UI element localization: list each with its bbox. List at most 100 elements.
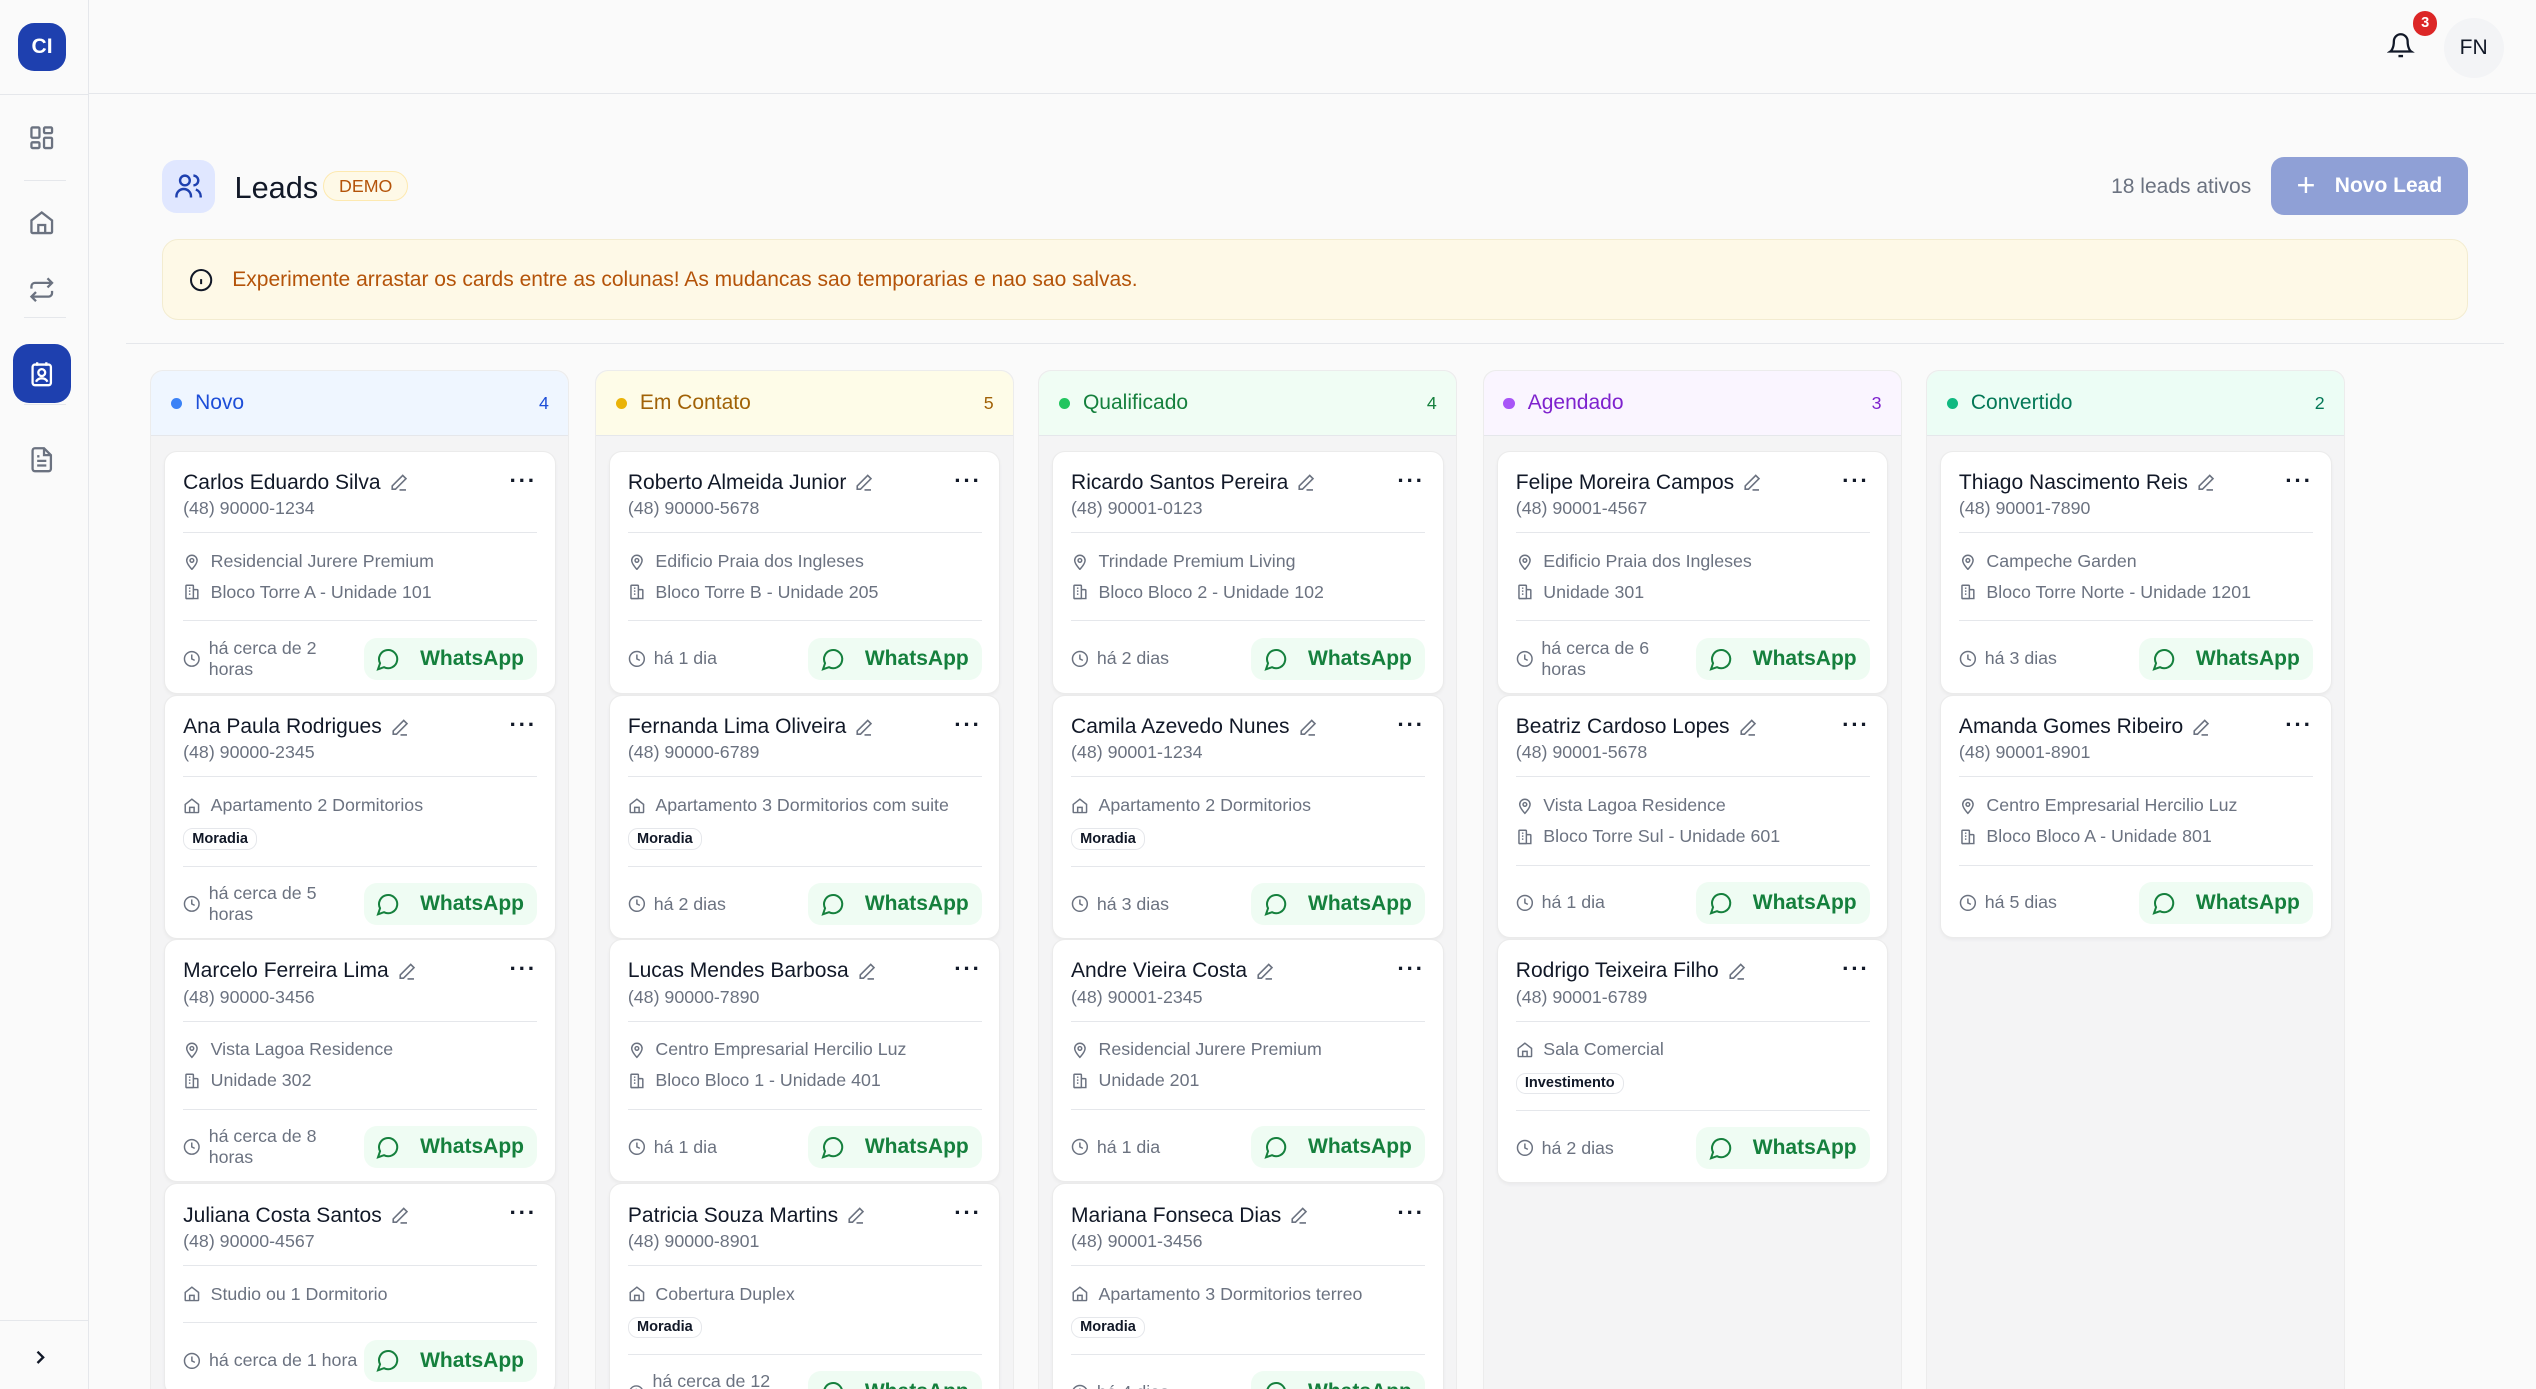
edit-icon[interactable] [1298,718,1317,737]
lead-card[interactable]: Ricardo Santos Pereira ··· (48) 90001-01… [1052,450,1444,694]
more-options-icon[interactable]: ··· [509,956,537,982]
edit-icon[interactable] [390,1206,409,1225]
whatsapp-button[interactable]: WhatsApp [808,883,982,926]
edit-icon[interactable] [846,1206,865,1225]
whatsapp-button[interactable]: WhatsApp [1251,637,1425,680]
detail-text: Residencial Jurere Premium [210,550,434,571]
lead-card[interactable]: Roberto Almeida Junior ··· (48) 90000-56… [609,450,1001,694]
clock-icon [1071,650,1089,667]
bell-icon[interactable] [2386,32,2415,66]
whatsapp-button[interactable]: WhatsApp [2139,637,2313,680]
chevron-right-icon[interactable] [29,1346,52,1376]
detail-text: Residencial Jurere Premium [1098,1039,1322,1060]
edit-icon[interactable] [397,962,416,981]
whatsapp-button[interactable]: WhatsApp [1696,881,1870,924]
lead-card[interactable]: Patricia Souza Martins ··· (48) 90000-89… [609,1183,1001,1389]
more-options-icon[interactable]: ··· [509,467,537,493]
more-options-icon[interactable]: ··· [954,956,982,982]
time-text: há 4 dias [1097,1382,1169,1389]
new-lead-button[interactable]: + Novo Lead [2270,156,2468,216]
lead-card[interactable]: Ana Paula Rodrigues ··· (48) 90000-2345 … [164,694,556,939]
more-options-icon[interactable]: ··· [1842,956,1870,982]
edit-icon[interactable] [390,718,409,737]
whatsapp-label: WhatsApp [420,1135,524,1159]
lead-card[interactable]: Andre Vieira Costa ··· (48) 90001-2345 R… [1052,939,1444,1183]
document-icon[interactable] [13,430,71,488]
avatar[interactable]: FN [2443,17,2504,78]
lead-phone: (48) 90001-6789 [1515,986,1648,1007]
whatsapp-button[interactable]: WhatsApp [808,1371,982,1389]
edit-icon[interactable] [389,473,408,492]
more-options-icon[interactable]: ··· [1842,711,1870,737]
lead-card[interactable]: Rodrigo Teixeira Filho ··· (48) 90001-67… [1497,939,1889,1184]
lead-phone: (48) 90000-7890 [627,986,760,1007]
lead-card[interactable]: Beatriz Cardoso Lopes ··· (48) 90001-567… [1497,694,1889,938]
whatsapp-button[interactable]: WhatsApp [363,1126,537,1169]
lead-card[interactable]: Fernanda Lima Oliveira ··· (48) 90000-67… [609,694,1001,939]
edit-icon[interactable] [2191,718,2210,737]
edit-icon[interactable] [1738,718,1757,737]
app-logo[interactable]: CI [17,22,67,72]
grid-icon[interactable] [13,108,71,166]
whatsapp-button[interactable]: WhatsApp [363,1339,537,1382]
edit-icon[interactable] [1289,1206,1308,1225]
more-options-icon[interactable]: ··· [2285,467,2313,493]
home-icon[interactable] [13,194,71,252]
clock-icon [1516,894,1533,912]
arrows-icon[interactable] [13,260,71,318]
lead-card[interactable]: Mariana Fonseca Dias ··· (48) 90001-3456… [1052,1183,1444,1389]
column-count: 4 [538,392,549,413]
more-options-icon[interactable]: ··· [1397,1200,1425,1226]
edit-icon[interactable] [2196,473,2215,492]
lead-card[interactable]: Carlos Eduardo Silva ··· (48) 90000-1234… [164,450,556,694]
whatsapp-button[interactable]: WhatsApp [2139,881,2313,924]
lead-time: há cerca de 1 hora [183,1350,357,1371]
clock-icon [1516,650,1533,667]
lead-phone: (48) 90001-0123 [1071,498,1203,519]
lead-card[interactable]: Marcelo Ferreira Lima ··· (48) 90000-345… [164,939,556,1183]
edit-icon[interactable] [1296,473,1315,492]
more-options-icon[interactable]: ··· [1842,467,1870,493]
edit-icon[interactable] [1727,962,1746,981]
lead-time: há 1 dia [628,1137,717,1158]
more-options-icon[interactable]: ··· [1397,956,1425,982]
more-options-icon[interactable]: ··· [2285,711,2313,737]
lead-card[interactable]: Lucas Mendes Barbosa ··· (48) 90000-7890… [609,939,1001,1183]
contact-icon[interactable] [12,344,72,403]
more-options-icon[interactable]: ··· [954,711,982,737]
whatsapp-button[interactable]: WhatsApp [363,637,537,680]
clock-icon [1071,895,1089,913]
whatsapp-button[interactable]: WhatsApp [1696,637,1870,680]
whatsapp-button[interactable]: WhatsApp [808,637,982,680]
time-text: há cerca de 1 hora [208,1350,358,1371]
whatsapp-button[interactable]: WhatsApp [1251,1371,1425,1389]
lead-detail: Bloco Bloco 1 - Unidade 401 [628,1065,982,1096]
edit-icon[interactable] [854,718,873,737]
column-count: 3 [1871,392,1882,413]
more-options-icon[interactable]: ··· [509,711,537,737]
lead-card[interactable]: Thiago Nascimento Reis ··· (48) 90001-78… [1940,450,2332,694]
lead-time: há cerca de 12 horas [628,1371,808,1389]
time-text: há 2 dias [1541,1137,1614,1158]
lead-card[interactable]: Amanda Gomes Ribeiro ··· (48) 90001-8901… [1940,694,2332,938]
home-icon [184,1286,200,1302]
edit-icon[interactable] [854,473,873,492]
whatsapp-button[interactable]: WhatsApp [1251,883,1425,926]
whatsapp-button[interactable]: WhatsApp [1696,1127,1870,1170]
more-options-icon[interactable]: ··· [1397,711,1425,737]
whatsapp-button[interactable]: WhatsApp [363,883,537,926]
whatsapp-button[interactable]: WhatsApp [808,1126,982,1169]
more-options-icon[interactable]: ··· [954,467,982,493]
edit-icon[interactable] [1742,473,1761,492]
divider [1071,1354,1425,1355]
more-options-icon[interactable]: ··· [954,1200,982,1226]
more-options-icon[interactable]: ··· [1397,467,1425,493]
more-options-icon[interactable]: ··· [509,1200,537,1226]
edit-icon[interactable] [857,962,876,981]
lead-phone: (48) 90000-5678 [627,498,760,519]
whatsapp-button[interactable]: WhatsApp [1251,1126,1425,1169]
lead-card[interactable]: Juliana Costa Santos ··· (48) 90000-4567… [164,1183,556,1389]
lead-card[interactable]: Camila Azevedo Nunes ··· (48) 90001-1234… [1052,694,1444,939]
edit-icon[interactable] [1255,962,1274,981]
lead-card[interactable]: Felipe Moreira Campos ··· (48) 90001-456… [1497,450,1889,694]
